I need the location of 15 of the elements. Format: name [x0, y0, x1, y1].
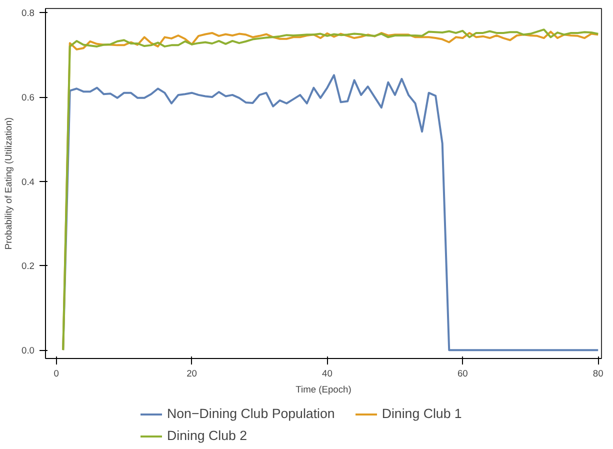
y-tick-label: 0.8	[22, 8, 34, 18]
x-tick-label: 20	[186, 368, 197, 378]
x-tick-label: 60	[457, 368, 468, 378]
x-axis-title: Time (Epoch)	[296, 384, 352, 394]
y-tick-label: 0.2	[22, 261, 34, 272]
y-tick-label: 0.6	[22, 92, 34, 103]
y-axis-title: Probability of Eating (Utilization)	[4, 117, 14, 250]
y-tick-label: 0.4	[22, 176, 34, 187]
y-tick-label: 0.0	[22, 346, 34, 356]
x-tick-label: 80	[592, 368, 604, 378]
legend-label: Dining Club 1	[382, 406, 462, 421]
legend-label: Non−Dining Club Population	[167, 406, 335, 421]
legend-label: Dining Club 2	[167, 428, 248, 443]
x-tick-label: 40	[322, 368, 332, 378]
x-tick-label: 0	[54, 368, 59, 378]
